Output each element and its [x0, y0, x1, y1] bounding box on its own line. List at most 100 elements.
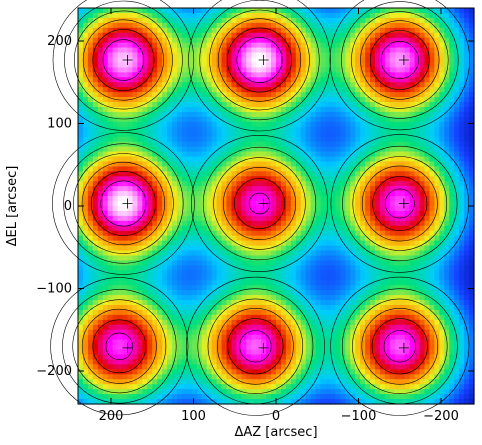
heatmap-cell	[370, 305, 376, 311]
heatmap-cell	[330, 116, 336, 123]
heatmap-cell	[112, 111, 119, 118]
heatmap-cell	[102, 245, 109, 252]
heatmap-cell	[310, 285, 317, 291]
heatmap-cell	[172, 121, 178, 128]
heatmap-cell	[285, 156, 292, 163]
heatmap-cell	[132, 300, 138, 306]
heatmap-cell	[444, 121, 450, 128]
heatmap-cell	[107, 116, 114, 123]
heatmap-cell	[449, 309, 455, 316]
heatmap-cell	[419, 12, 426, 19]
heatmap-cell	[379, 8, 386, 14]
heatmap-cell	[191, 280, 198, 286]
heatmap-cell	[444, 52, 450, 59]
heatmap-cell	[350, 116, 356, 123]
heatmap-cell	[330, 17, 336, 24]
heatmap-cell	[206, 191, 213, 197]
heatmap-cell	[261, 280, 267, 286]
heatmap-cell	[167, 210, 173, 217]
heatmap-cell	[305, 32, 312, 39]
heatmap-cell	[266, 87, 272, 93]
heatmap-cell	[365, 206, 371, 212]
heatmap-cell	[132, 82, 138, 88]
heatmap-cell	[226, 57, 233, 64]
heatmap-cell	[315, 82, 322, 88]
heatmap-cell	[295, 186, 302, 192]
heatmap-cell	[226, 126, 233, 133]
heatmap-cell	[256, 215, 262, 222]
heatmap-cell	[394, 67, 401, 73]
heatmap-cell	[365, 97, 371, 103]
heatmap-cell	[434, 215, 440, 222]
heatmap-cell	[350, 12, 356, 19]
heatmap-cell	[206, 102, 213, 108]
heatmap-cell	[82, 146, 89, 153]
heatmap-cell	[276, 87, 282, 93]
heatmap-cell	[137, 275, 143, 281]
heatmap-cell	[241, 131, 247, 138]
heatmap-cell	[340, 245, 346, 252]
heatmap-cell	[132, 42, 138, 49]
heatmap-cell	[399, 87, 406, 93]
heatmap-cell	[256, 309, 262, 316]
heatmap-cell	[419, 42, 426, 49]
heatmap-cell	[375, 12, 381, 19]
heatmap-cell	[379, 191, 386, 197]
heatmap-cell	[117, 136, 124, 143]
heatmap-cell	[370, 275, 376, 281]
heatmap-cell	[177, 12, 183, 19]
heatmap-cell	[112, 245, 119, 252]
heatmap-cell	[355, 181, 361, 187]
heatmap-cell	[177, 22, 183, 29]
heatmap-cell	[419, 210, 426, 217]
heatmap-cell	[251, 52, 257, 59]
heatmap-cell	[424, 151, 431, 158]
heatmap-cell	[127, 305, 134, 311]
heatmap-cell	[78, 17, 84, 24]
heatmap-cell	[206, 270, 213, 276]
heatmap-cell	[162, 270, 168, 276]
heatmap-cell	[404, 156, 411, 163]
heatmap-cell	[216, 151, 223, 158]
heatmap-cell	[280, 181, 287, 187]
heatmap-cell	[191, 116, 198, 123]
heatmap-cell	[186, 210, 193, 217]
heatmap-cell	[181, 136, 188, 143]
heatmap-cell	[280, 270, 287, 276]
heatmap-cell	[399, 275, 406, 281]
heatmap-cell	[399, 151, 406, 158]
heatmap-cell	[340, 156, 346, 163]
heatmap-cell	[295, 245, 302, 252]
heatmap-cell	[424, 166, 431, 172]
heatmap-cell	[414, 17, 421, 24]
heatmap-cell	[231, 285, 237, 291]
heatmap-cell	[162, 111, 168, 118]
heatmap-cell	[127, 107, 134, 113]
heatmap-cell	[384, 37, 391, 44]
heatmap-cell	[211, 176, 218, 182]
heatmap-cell	[236, 141, 242, 148]
heatmap-cell	[191, 245, 198, 252]
heatmap-cell	[389, 290, 396, 296]
heatmap-cell	[365, 156, 371, 163]
heatmap-cell	[305, 300, 312, 306]
heatmap-cell	[87, 82, 94, 88]
heatmap-cell	[97, 314, 104, 321]
heatmap-cell	[355, 230, 361, 237]
heatmap-cell	[444, 210, 450, 217]
heatmap-cell	[379, 136, 386, 143]
heatmap-cell	[394, 191, 401, 197]
heatmap-cell	[122, 121, 129, 128]
heatmap-cell	[132, 111, 138, 118]
heatmap-cell	[434, 220, 440, 227]
heatmap-cell	[226, 305, 233, 311]
heatmap-cell	[444, 181, 450, 187]
heatmap-cell	[271, 52, 277, 59]
heatmap-cell	[78, 116, 84, 123]
heatmap-cell	[394, 146, 401, 153]
heatmap-cell	[162, 250, 168, 257]
heatmap-cell	[424, 215, 431, 222]
heatmap-cell	[181, 116, 188, 123]
heatmap-cell	[434, 47, 440, 54]
